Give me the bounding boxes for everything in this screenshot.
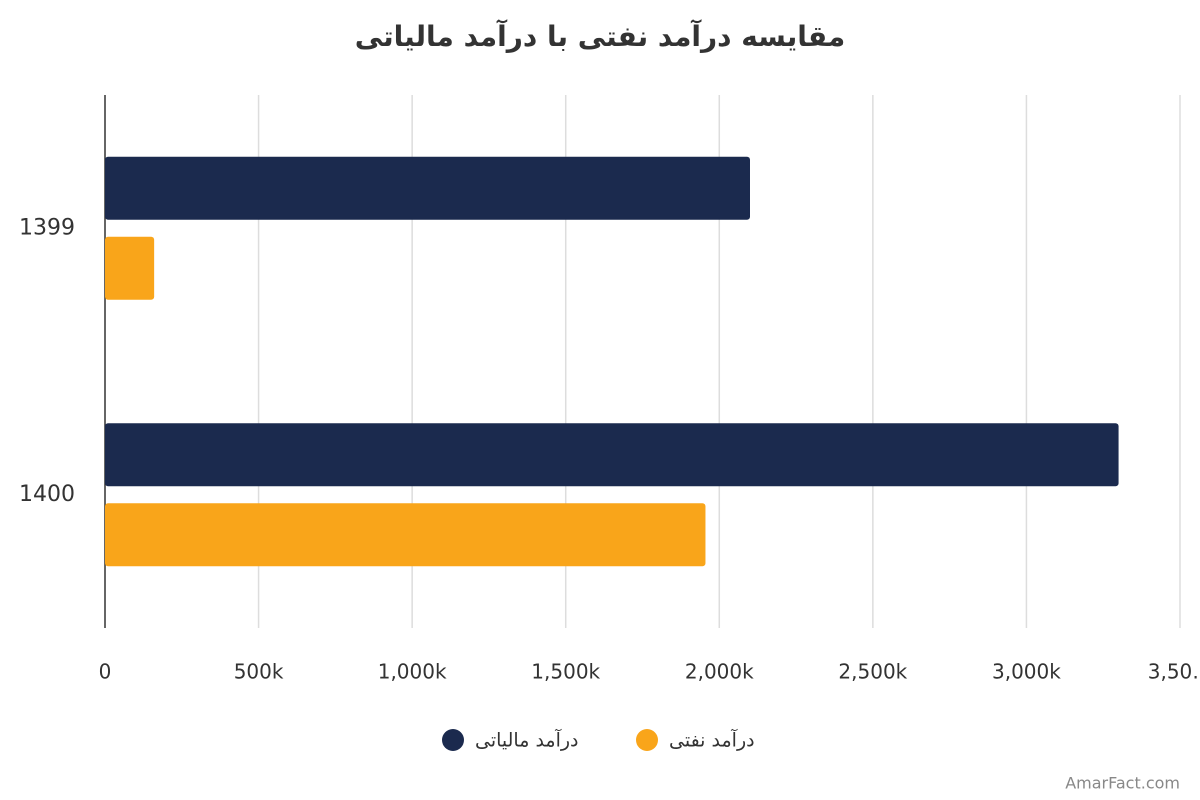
y-tick-label: 1400 bbox=[19, 482, 75, 507]
x-tick-label: 3,50… bbox=[1148, 660, 1200, 684]
x-tick-label: 2,500k bbox=[838, 660, 907, 684]
x-tick-label: 500k bbox=[234, 660, 284, 684]
x-tick-label: 1,000k bbox=[378, 660, 447, 684]
x-tick-label: 1,500k bbox=[531, 660, 600, 684]
legend-marker bbox=[636, 729, 658, 751]
bar bbox=[105, 503, 706, 567]
y-tick-label: 1399 bbox=[19, 215, 75, 240]
x-tick-label: 2,000k bbox=[685, 660, 754, 684]
watermark: AmarFact.com bbox=[1065, 774, 1180, 793]
legend-marker bbox=[442, 729, 464, 751]
bar bbox=[105, 236, 155, 300]
legend-label: درآمد مالیاتی bbox=[475, 728, 579, 752]
legend-label: درآمد نفتی bbox=[669, 728, 755, 752]
x-tick-label: 0 bbox=[99, 660, 112, 684]
bar bbox=[105, 423, 1119, 487]
x-tick-label: 3,000k bbox=[992, 660, 1061, 684]
bar bbox=[105, 156, 750, 220]
chart-title: مقایسه درآمد نفتی با درآمد مالیاتی bbox=[355, 19, 846, 53]
